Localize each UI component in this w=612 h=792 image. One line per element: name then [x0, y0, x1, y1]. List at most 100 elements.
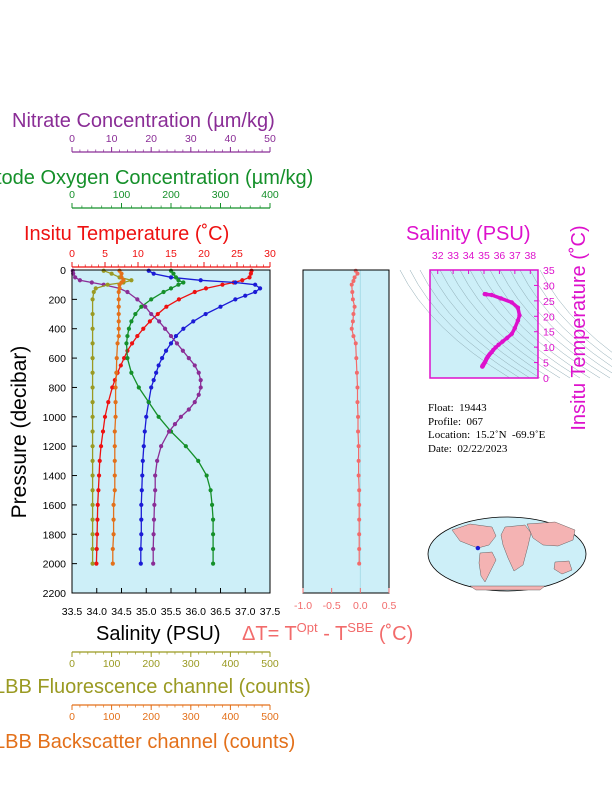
- salinity-point: [203, 311, 208, 317]
- ts-salinity-tick-label: 36: [494, 250, 506, 262]
- delta-t-point: [357, 561, 362, 566]
- delta-t-point: [356, 458, 361, 463]
- temperature-point: [248, 271, 253, 276]
- tick-label: 400: [222, 711, 240, 723]
- delta-t-tick-label: -0.5: [323, 600, 341, 612]
- nitrate-point: [151, 532, 156, 537]
- nitrate-point: [166, 429, 172, 434]
- density-contour: [519, 269, 612, 367]
- tick-label: 0: [69, 658, 75, 670]
- delta-t-line: [351, 270, 360, 564]
- nitrate-point: [198, 378, 203, 383]
- salinity-axis: 33.5 34.0 34.5 35.0 35.5 36.0 36.5 37.0 37.5: [62, 588, 280, 618]
- ts-point: [517, 313, 522, 318]
- salinity-point: [181, 326, 186, 331]
- nitrate-point: [125, 289, 130, 295]
- backscatter-point: [115, 341, 120, 346]
- salinity-point: [139, 517, 144, 522]
- delta-t-point: [356, 414, 361, 419]
- backscatter-point: [111, 517, 116, 522]
- oxygen-point: [156, 414, 161, 419]
- fluorescence-point: [90, 370, 95, 375]
- nitrate-point: [151, 561, 156, 566]
- tick-label: 300: [182, 711, 200, 723]
- delta-t-point: [350, 297, 355, 302]
- fluorescence-point: [101, 268, 106, 273]
- backscatter-profile: [110, 268, 126, 566]
- tick-label: 0: [69, 711, 75, 723]
- ts-salinity-tick-label: 33: [447, 250, 459, 262]
- oxygen-point: [210, 517, 216, 522]
- delta-t-point: [357, 488, 362, 493]
- nitrate-axis-title: Nitrate Concentration (µm/kg): [12, 110, 275, 132]
- density-contour: [489, 269, 601, 379]
- nitrate-point: [151, 517, 157, 522]
- pressure-tick-label: 1600: [43, 500, 67, 512]
- oxygen-axis-title: tode Oxygen Concentration (µm/kg): [0, 167, 313, 189]
- density-contour: [509, 269, 612, 374]
- tick-label: 30: [264, 248, 276, 260]
- fluorescence-point: [90, 458, 95, 463]
- salinity-point: [138, 546, 143, 552]
- ts-temperature-tick-label: 30: [543, 280, 555, 292]
- salinity-point: [140, 458, 145, 463]
- ts-temperature-tick-label: 10: [543, 342, 555, 354]
- delta-t-point: [356, 473, 361, 478]
- salinity-point: [151, 378, 156, 383]
- tick-label: 200: [162, 189, 180, 201]
- salinity-point: [159, 355, 165, 361]
- ts-series: [480, 291, 522, 369]
- delta-t-point: [349, 326, 354, 331]
- density-contour: [429, 269, 541, 379]
- delta-t-point: [352, 275, 357, 280]
- oxygen-point: [129, 319, 134, 324]
- temperature-point: [118, 363, 123, 368]
- delta-t-series: [349, 268, 362, 593]
- salinity-axis-title: Salinity (PSU): [96, 623, 220, 645]
- delta-t-point: [350, 290, 355, 295]
- temperature-point: [94, 532, 100, 537]
- nitrate-point: [153, 473, 158, 478]
- fluorescence-point: [93, 286, 98, 291]
- ts-temperature-tick-label: 20: [543, 311, 555, 323]
- tick-label: 0: [69, 248, 75, 260]
- backscatter-point: [116, 326, 121, 331]
- salinity-point: [139, 502, 144, 508]
- backscatter-point: [119, 275, 124, 280]
- float-id: Float: 19443: [428, 402, 487, 414]
- temperature-axis-title: Insitu Temperature (˚C): [24, 223, 229, 245]
- oxygen-point: [146, 400, 151, 405]
- delta-t-point: [351, 334, 356, 339]
- oxygen-point: [149, 297, 154, 302]
- salinity-point: [173, 333, 179, 339]
- temperature-point: [122, 355, 127, 361]
- ts-point: [500, 339, 505, 344]
- ts-salinity-tick-label: 32: [432, 250, 444, 262]
- ts-temperature-axis: 0 5 10 15 20 25 30 35: [534, 265, 555, 385]
- temperature-point: [155, 311, 160, 317]
- salinity-point: [141, 444, 146, 449]
- fluorescence-point: [90, 532, 95, 537]
- nitrate-point: [159, 444, 164, 449]
- salinity-tick-label: 36.0: [186, 606, 207, 618]
- backscatter-point: [111, 502, 116, 508]
- delta-t-point: [351, 279, 356, 284]
- nitrate-point: [77, 278, 83, 283]
- salinity-profile-line: [140, 270, 262, 564]
- salinity-point: [139, 532, 144, 537]
- salinity-point: [149, 385, 154, 390]
- salinity-point: [233, 297, 238, 302]
- backscatter-point: [116, 333, 121, 339]
- fluorescence-point: [90, 311, 95, 317]
- tick-label: 30: [185, 133, 197, 145]
- nitrate-profile-line: [72, 270, 202, 564]
- nitrate-point: [157, 319, 162, 324]
- salinity-tick-label: 34.5: [111, 606, 132, 618]
- nitrate-point: [186, 407, 191, 412]
- delta-t-point: [355, 271, 360, 276]
- salinity-point: [140, 473, 145, 478]
- tick-label: 100: [103, 711, 121, 723]
- backscatter-point: [113, 414, 118, 419]
- fluorescence-point: [90, 561, 95, 566]
- delta-t-point: [353, 341, 358, 346]
